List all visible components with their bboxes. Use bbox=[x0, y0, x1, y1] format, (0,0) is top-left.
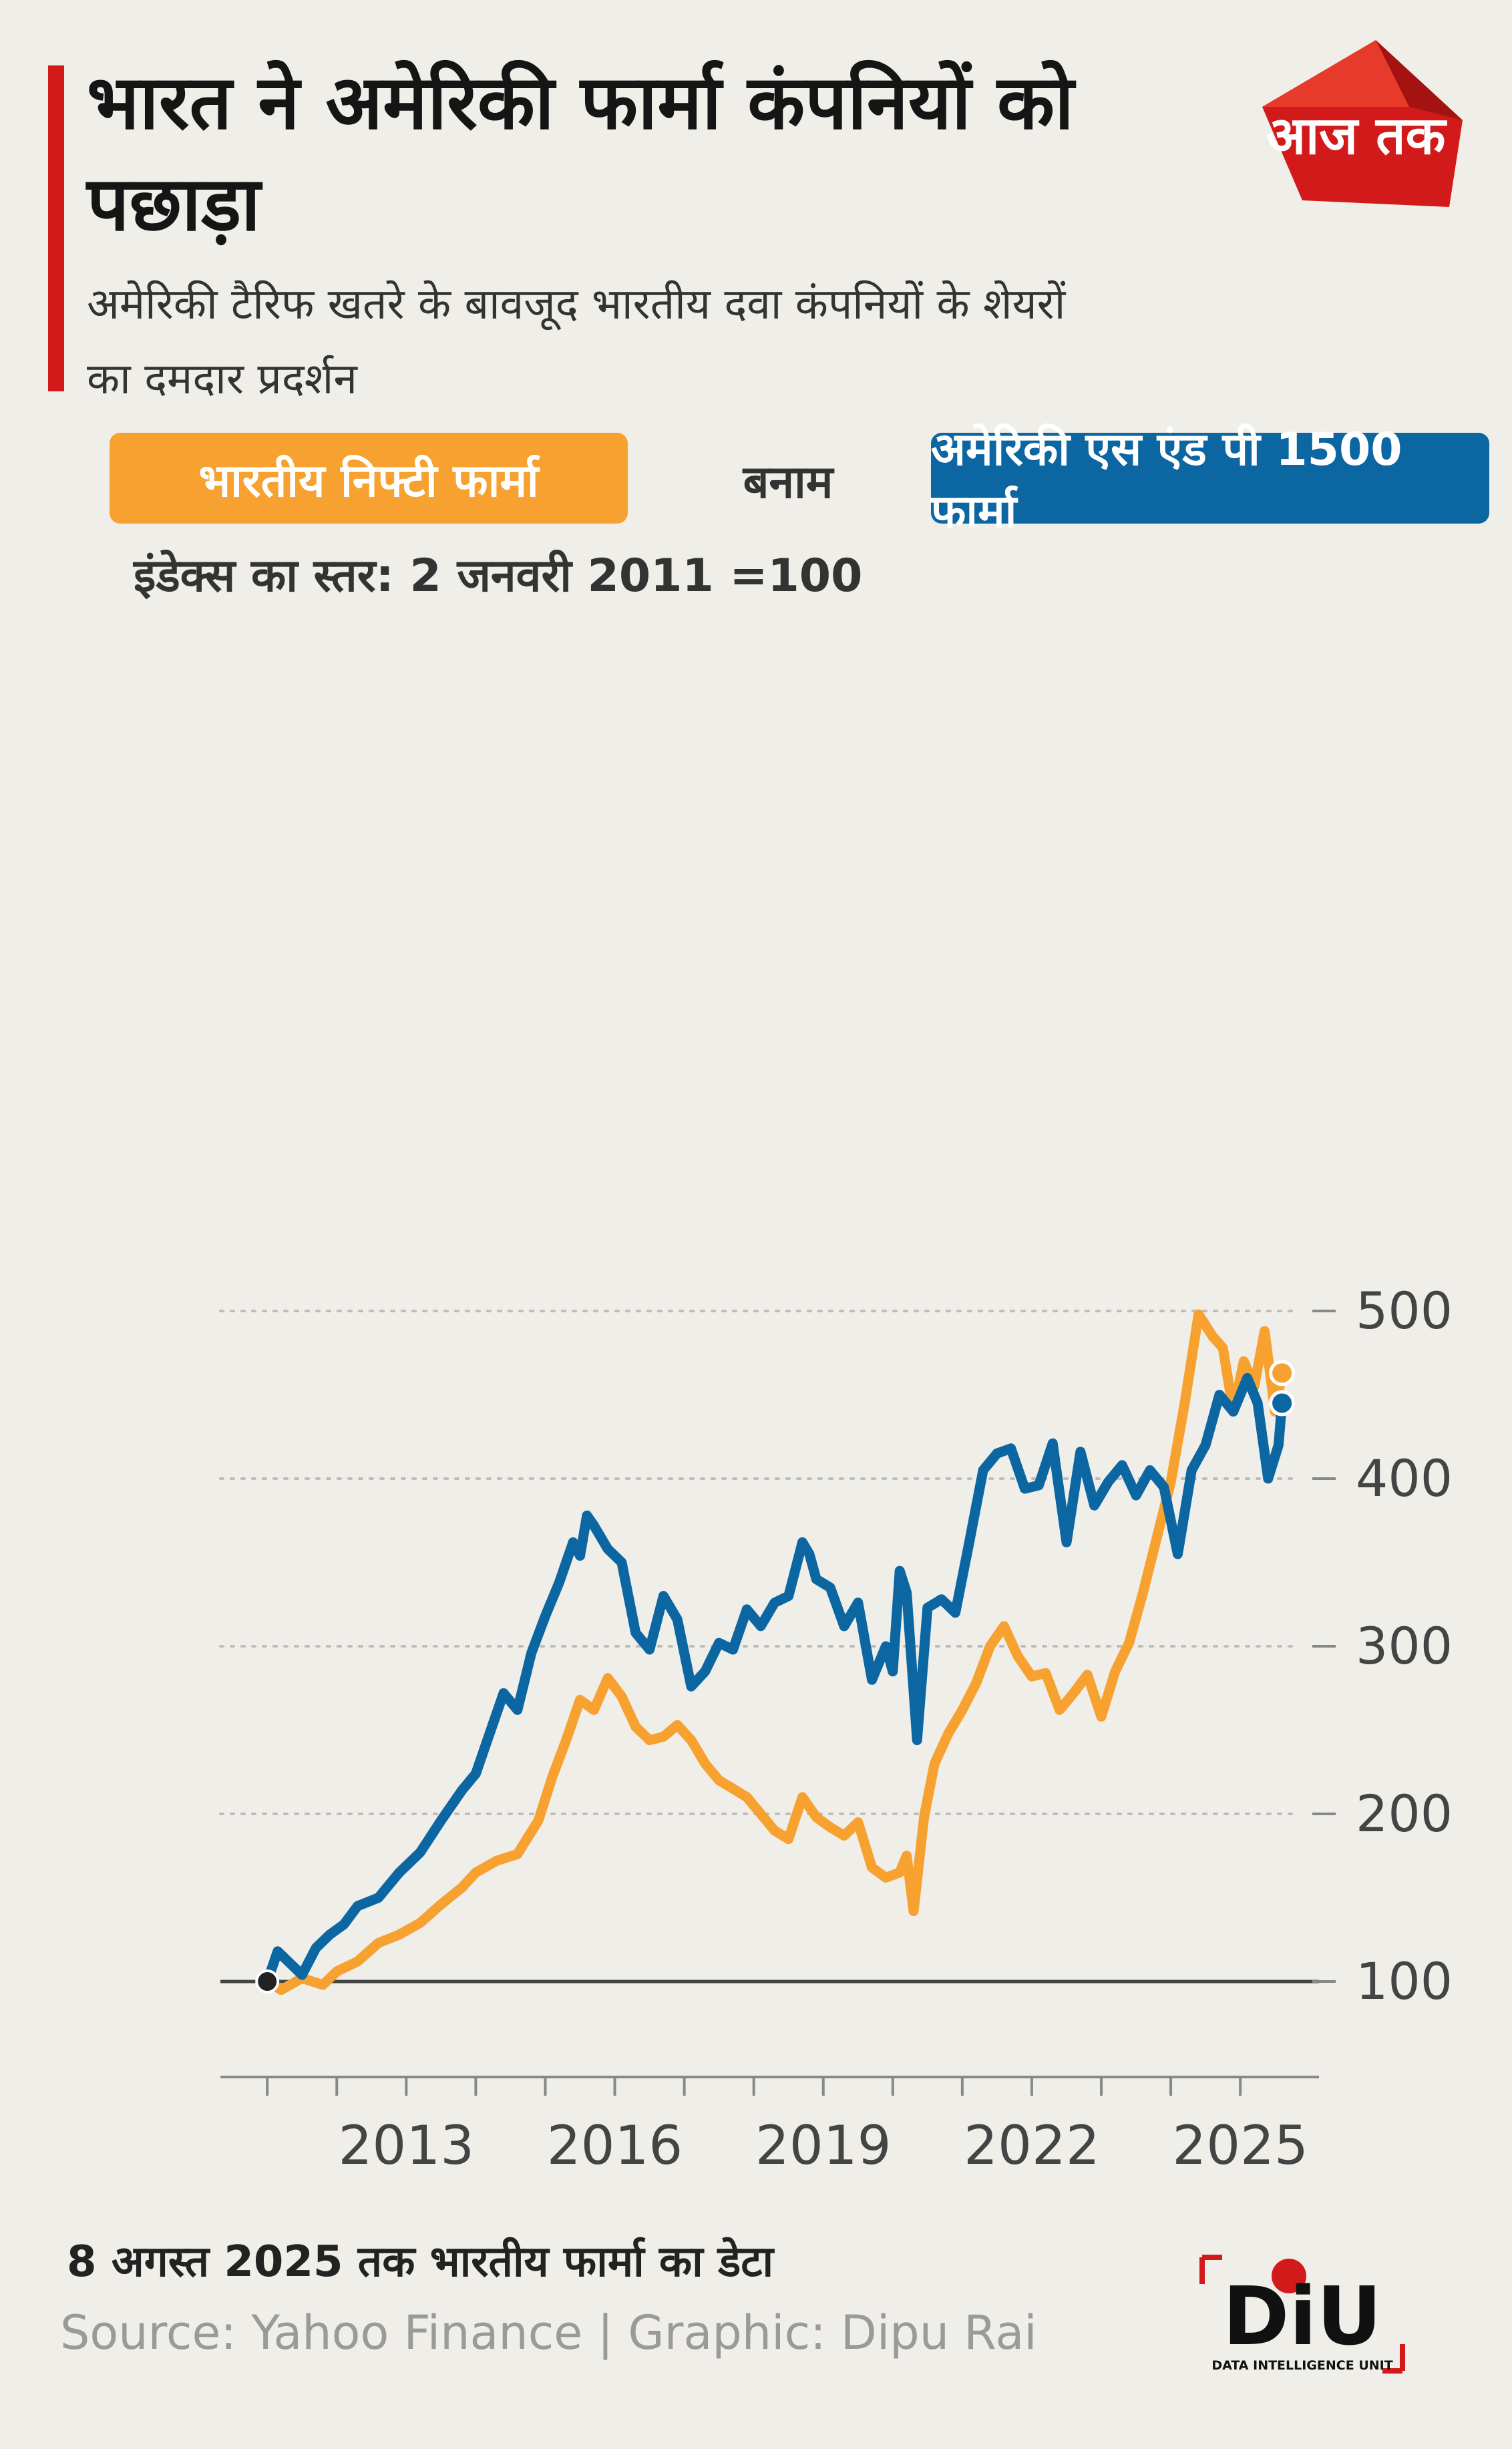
marker-layer bbox=[255, 1360, 1296, 1994]
y-tick-label: 300 bbox=[1356, 1616, 1453, 1676]
y-tick-label: 400 bbox=[1356, 1449, 1453, 1508]
series-line-us bbox=[262, 1372, 1288, 1987]
x-tick-label: 2025 bbox=[1172, 2114, 1308, 2177]
legend-india-label: भारतीय निफ्टी फार्मा bbox=[198, 454, 539, 508]
series-line-india bbox=[262, 1309, 1288, 1996]
axis-layer: 100 200 300 400 500 2013 2016 2019 2022 2025 bbox=[220, 1281, 1453, 2177]
diu-logo: DiU DATA INTELLIGENCE UNIT bbox=[1199, 2255, 1405, 2374]
line-chart: 100 200 300 400 500 2013 2016 2019 2022 2025 bbox=[219, 1281, 1453, 2177]
x-tick-label: 2016 bbox=[547, 2114, 683, 2177]
start-marker bbox=[255, 1969, 280, 1994]
end-marker-us bbox=[1269, 1390, 1296, 1417]
legend-us-label: अमेरिकी एस एंड पी 1500 फार्मा bbox=[931, 423, 1402, 538]
series-layer bbox=[262, 1309, 1288, 1996]
legend-us: अमेरिकी एस एंड पी 1500 फार्मा bbox=[931, 423, 1489, 538]
x-tick-label: 2022 bbox=[964, 2114, 1100, 2177]
diu-tagline: DATA INTELLIGENCE UNIT bbox=[1211, 2358, 1392, 2373]
date-note: 8 अगस्त 2025 तक भारतीय फार्मा का डेटा bbox=[67, 2237, 774, 2287]
legend-india: भारतीय निफ्टी फार्मा bbox=[110, 433, 628, 524]
y-tick-label: 200 bbox=[1356, 1784, 1453, 1843]
y-tick-label: 500 bbox=[1356, 1281, 1453, 1340]
page-subtitle: अमेरिकी टैरिफ खतरे के बावजूद भारतीय दवा … bbox=[87, 280, 1066, 404]
end-marker-india bbox=[1269, 1360, 1296, 1386]
page-title: भारत ने अमेरिकी फार्मा कंपनियों को पछाड़… bbox=[87, 59, 1075, 248]
x-tick-label: 2019 bbox=[755, 2114, 892, 2177]
aaj-tak-logo-text: आज तक bbox=[1266, 106, 1447, 166]
diu-logo-text: DiU bbox=[1223, 2271, 1382, 2364]
source-credit: Source: Yahoo Finance | Graphic: Dipu Ra… bbox=[60, 2305, 1037, 2360]
grid-layer bbox=[219, 1310, 1336, 1984]
x-tick-label: 2013 bbox=[339, 2114, 475, 2177]
legend-versus: बनाम bbox=[743, 456, 833, 509]
aaj-tak-logo: आज तक bbox=[1262, 40, 1463, 207]
y-tick-label: 100 bbox=[1356, 1951, 1453, 2011]
index-note: इंडेक्स का स्तर: 2 जनवरी 2011 =100 bbox=[134, 550, 863, 602]
title-accent-bar bbox=[48, 65, 64, 391]
